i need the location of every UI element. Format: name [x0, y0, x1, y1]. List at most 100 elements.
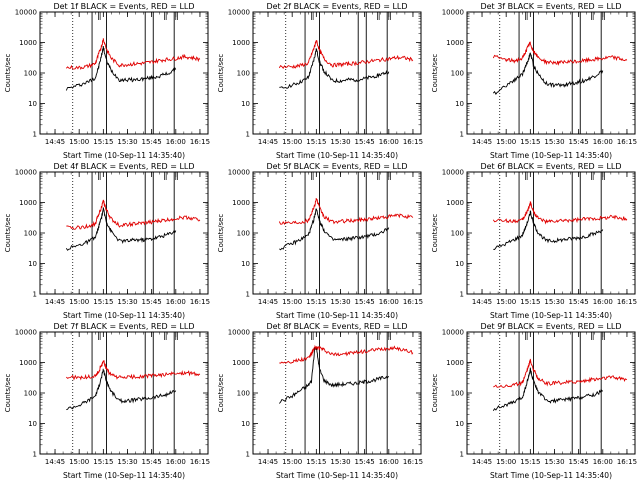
y-tick-label: 1000 [232, 39, 250, 47]
y-tick-label: 10000 [228, 169, 250, 177]
x-tick-label: 14:45 [472, 298, 492, 306]
x-tick-label: 16:15 [617, 138, 637, 146]
events-series-line [492, 52, 604, 95]
chart-title: Det 5f BLACK = Events, RED = LLD [266, 162, 407, 171]
x-axis-label: Start Time (10-Sep-11 14:35:40) [490, 471, 612, 480]
y-tick-label: 10 [455, 100, 464, 108]
x-axis-label: Start Time (10-Sep-11 14:35:40) [276, 471, 398, 480]
y-tick-label: 100 [24, 70, 37, 78]
x-tick-label: 16:15 [190, 458, 210, 466]
x-tick-label: 15:45 [142, 298, 162, 306]
plot-frame [252, 11, 422, 135]
chart-title: Det 3f BLACK = Events, RED = LLD [480, 2, 621, 11]
x-tick-label: 15:00 [496, 458, 516, 466]
y-tick-label: 1000 [19, 39, 37, 47]
x-tick-label: 15:45 [142, 458, 162, 466]
x-tick-label: 16:15 [617, 298, 637, 306]
y-axis-label: Counts/sec [217, 54, 225, 93]
x-tick-label: 15:45 [355, 138, 375, 146]
x-axis-label: Start Time (10-Sep-11 14:35:40) [276, 311, 398, 320]
events-series-line [493, 210, 604, 250]
lld-series-line [492, 201, 628, 225]
y-axis-label: Counts/sec [4, 374, 12, 413]
y-tick-label: 1000 [232, 199, 250, 207]
x-tick-label: 15:15 [306, 458, 326, 466]
x-tick-label: 16:00 [379, 298, 399, 306]
x-tick-label: 15:00 [282, 458, 302, 466]
x-tick-label: 15:45 [355, 458, 375, 466]
lld-series-line [279, 344, 414, 364]
y-tick-label: 100 [24, 390, 37, 398]
x-tick-label: 16:00 [379, 138, 399, 146]
plot-frame [466, 331, 636, 455]
y-tick-label: 1 [33, 291, 37, 299]
y-axis-label: Counts/sec [4, 214, 12, 253]
lld-series-line [278, 40, 414, 69]
x-tick-label: 16:00 [593, 138, 613, 146]
x-tick-label: 15:30 [544, 138, 564, 146]
x-tick-label: 16:00 [166, 458, 186, 466]
y-axis-label: Counts/sec [431, 214, 439, 253]
x-tick-label: 16:00 [379, 458, 399, 466]
chart-panel-9: Det 9f BLACK = Events, RED = LLD Counts/s… [431, 322, 637, 480]
chart-panel-8: Det 8f BLACK = Events, RED = LLD Counts/s… [217, 322, 423, 480]
x-tick-label: 15:30 [330, 138, 350, 146]
y-tick-label: 10 [241, 260, 250, 268]
lld-series-line [492, 41, 628, 66]
x-tick-label: 15:00 [69, 298, 89, 306]
y-tick-label: 1 [460, 451, 464, 459]
plot-frame [252, 171, 422, 295]
x-axis-label: Start Time (10-Sep-11 14:35:40) [490, 151, 612, 160]
y-axis-label: Counts/sec [217, 214, 225, 253]
y-tick-label: 1000 [19, 199, 37, 207]
y-tick-label: 100 [451, 390, 464, 398]
lld-series-line [278, 197, 414, 226]
y-tick-label: 10 [241, 100, 250, 108]
lld-series-line [493, 358, 628, 388]
y-tick-label: 1000 [446, 39, 464, 47]
x-tick-label: 15:15 [520, 298, 540, 306]
x-tick-label: 15:15 [93, 298, 113, 306]
x-tick-label: 16:00 [166, 298, 186, 306]
y-axis-label: Counts/sec [217, 374, 225, 413]
y-tick-label: 100 [237, 230, 250, 238]
x-tick-label: 15:15 [306, 298, 326, 306]
y-tick-label: 10000 [15, 169, 37, 177]
y-tick-label: 10000 [442, 169, 464, 177]
y-tick-label: 10000 [15, 329, 37, 337]
x-tick-label: 15:00 [496, 298, 516, 306]
x-tick-label: 15:00 [69, 138, 89, 146]
events-series-line [492, 367, 604, 411]
x-tick-label: 15:45 [142, 138, 162, 146]
chart-title: Det 1f BLACK = Events, RED = LLD [53, 2, 194, 11]
x-tick-label: 14:45 [258, 298, 278, 306]
chart-panel-7: Det 7f BLACK = Events, RED = LLD Counts/s… [4, 322, 210, 480]
plot-frame [39, 331, 209, 455]
y-tick-label: 10000 [442, 9, 464, 17]
x-tick-label: 16:15 [617, 458, 637, 466]
lld-series-line [65, 38, 201, 70]
x-tick-label: 15:00 [496, 138, 516, 146]
y-tick-label: 1 [460, 131, 464, 139]
x-tick-label: 16:15 [403, 298, 423, 306]
x-tick-label: 14:45 [45, 458, 65, 466]
x-axis-label: Start Time (10-Sep-11 14:35:40) [63, 151, 185, 160]
y-tick-label: 1000 [19, 359, 37, 367]
x-axis-label: Start Time (10-Sep-11 14:35:40) [276, 151, 398, 160]
x-tick-label: 16:15 [403, 458, 423, 466]
y-axis-label: Counts/sec [431, 374, 439, 413]
x-tick-label: 15:00 [282, 138, 302, 146]
x-tick-label: 14:45 [258, 138, 278, 146]
events-series-line [279, 48, 390, 89]
y-tick-label: 10 [455, 420, 464, 428]
x-tick-label: 15:45 [569, 298, 589, 306]
y-tick-label: 1 [460, 291, 464, 299]
y-tick-label: 100 [237, 70, 250, 78]
y-tick-label: 10000 [442, 329, 464, 337]
x-tick-label: 16:00 [166, 138, 186, 146]
y-axis-label: Counts/sec [431, 54, 439, 93]
y-tick-label: 100 [24, 230, 37, 238]
events-series-line [65, 45, 177, 91]
